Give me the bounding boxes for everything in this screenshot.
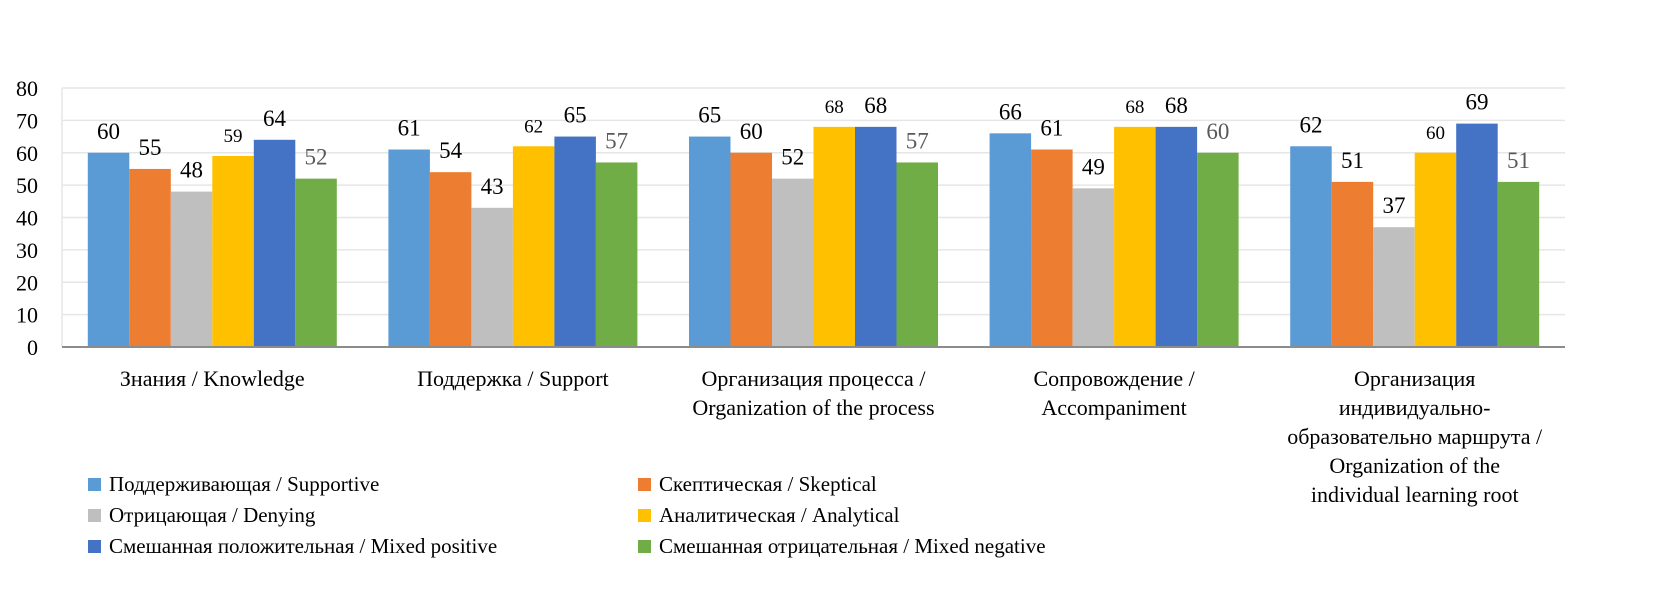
data-label: 64 xyxy=(263,106,287,131)
legend-swatch xyxy=(638,540,651,553)
data-label: 62 xyxy=(524,116,543,137)
bar xyxy=(1155,126,1198,347)
legend-label: Смешанная положительная / Mixed positive xyxy=(109,534,498,558)
bar xyxy=(689,136,731,347)
bar xyxy=(595,162,638,347)
bar xyxy=(129,168,171,347)
data-label: 52 xyxy=(305,145,328,170)
data-label: 37 xyxy=(1382,193,1405,218)
data-label: 60 xyxy=(740,119,763,144)
x-tick-label: Organization of the process xyxy=(692,395,934,420)
y-tick-label: 30 xyxy=(16,238,38,263)
x-tick-label: Accompaniment xyxy=(1041,395,1186,420)
bar xyxy=(1456,123,1498,347)
bar xyxy=(772,178,814,347)
x-tick-label: индивидуально- xyxy=(1339,395,1491,420)
data-label: 69 xyxy=(1465,90,1488,115)
bar xyxy=(295,178,337,347)
data-label: 51 xyxy=(1341,148,1364,173)
bar xyxy=(429,172,472,347)
y-tick-label: 60 xyxy=(16,141,38,166)
legend-label: Поддерживающая / Supportive xyxy=(109,472,380,496)
data-label: 57 xyxy=(906,128,929,153)
bar xyxy=(170,191,213,347)
data-label: 65 xyxy=(698,103,721,128)
legend-label: Смешанная отрицательная / Mixed negative xyxy=(659,534,1046,558)
legend-item: Поддерживающая / Supportive xyxy=(88,472,379,497)
data-label: 68 xyxy=(1125,97,1144,118)
legend-item: Смешанная положительная / Mixed positive xyxy=(88,534,497,559)
data-label: 60 xyxy=(1426,123,1445,144)
y-tick-label: 20 xyxy=(16,270,38,295)
legend-swatch xyxy=(88,478,101,491)
data-label: 48 xyxy=(180,158,203,183)
bar xyxy=(388,149,430,347)
bar xyxy=(1072,188,1115,347)
data-label: 55 xyxy=(139,135,162,160)
data-label: 59 xyxy=(224,126,243,147)
x-tick-label: Организация xyxy=(1354,366,1475,391)
bar xyxy=(554,136,596,347)
y-tick-label: 10 xyxy=(16,303,38,328)
bar xyxy=(1114,126,1156,347)
data-label: 51 xyxy=(1507,148,1530,173)
y-tick-label: 80 xyxy=(16,76,38,101)
bar xyxy=(1497,181,1540,347)
data-label: 43 xyxy=(481,174,504,199)
data-label: 66 xyxy=(999,99,1022,124)
x-tick-label: Сопровождение / xyxy=(1033,366,1195,391)
legend-label: Отрицающая / Denying xyxy=(109,503,316,527)
bar xyxy=(1031,149,1073,347)
data-label: 68 xyxy=(825,97,844,118)
bar xyxy=(989,133,1032,347)
bar xyxy=(730,152,772,347)
y-tick-label: 0 xyxy=(27,335,38,360)
bar xyxy=(212,155,254,347)
x-tick-label: Организация процесса / xyxy=(702,366,927,391)
bar xyxy=(896,162,938,347)
legend-swatch xyxy=(638,478,651,491)
bar xyxy=(813,126,855,347)
data-label: 62 xyxy=(1299,112,1322,137)
bar xyxy=(471,207,513,347)
data-label: 60 xyxy=(97,119,120,144)
legend-item: Смешанная отрицательная / Mixed negative xyxy=(638,534,1046,559)
data-label: 52 xyxy=(781,145,804,170)
y-tick-label: 70 xyxy=(16,108,38,133)
bar xyxy=(87,152,130,347)
bar xyxy=(1290,146,1332,347)
bar xyxy=(1373,227,1415,347)
legend-swatch xyxy=(88,509,101,522)
legend-item: Аналитическая / Analytical xyxy=(638,503,899,528)
x-tick-label: образовательно маршрута / xyxy=(1287,424,1543,449)
bar xyxy=(1331,181,1374,347)
y-tick-label: 50 xyxy=(16,173,38,198)
legend-item: Отрицающая / Denying xyxy=(88,503,315,528)
data-label: 61 xyxy=(398,116,421,141)
legend-label: Аналитическая / Analytical xyxy=(659,503,900,527)
bar xyxy=(512,146,555,347)
data-label: 65 xyxy=(564,103,587,128)
legend-item: Скептическая / Skeptical xyxy=(638,472,877,497)
legend-swatch xyxy=(638,509,651,522)
y-tick-label: 40 xyxy=(16,206,38,231)
data-label: 60 xyxy=(1206,119,1229,144)
x-tick-label: Знания / Knowledge xyxy=(120,366,305,391)
x-tick-label: Organization of the xyxy=(1329,453,1500,478)
data-label: 61 xyxy=(1040,116,1063,141)
bar xyxy=(1197,152,1239,347)
legend-swatch xyxy=(88,540,101,553)
x-tick-label: Поддержка / Support xyxy=(417,366,609,391)
data-label: 68 xyxy=(864,93,887,118)
bar xyxy=(855,126,897,347)
bar xyxy=(1414,152,1457,347)
data-label: 68 xyxy=(1165,93,1188,118)
data-label: 57 xyxy=(605,128,628,153)
data-label: 49 xyxy=(1082,154,1105,179)
data-label: 54 xyxy=(439,138,463,163)
legend-label: Скептическая / Skeptical xyxy=(659,472,877,496)
bar xyxy=(253,139,296,347)
x-tick-label: individual learning root xyxy=(1311,482,1519,507)
